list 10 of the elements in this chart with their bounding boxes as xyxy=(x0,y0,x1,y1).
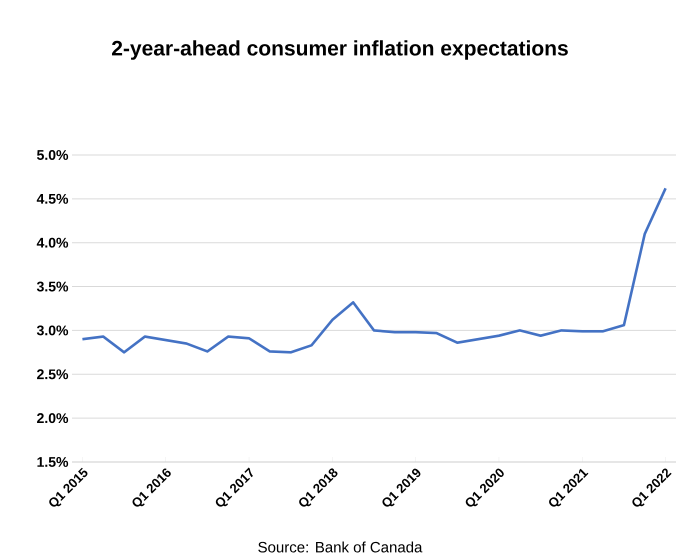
y-tick-label: 2.5% xyxy=(37,369,68,380)
y-tick-label: 1.5% xyxy=(37,457,68,467)
y-tick-label: 3.0% xyxy=(36,325,68,336)
y-tick-label: 4.5% xyxy=(36,194,68,204)
y-tick-label: 2.0% xyxy=(37,413,68,424)
chart-title: 2-year-ahead consumer inflation expectations xyxy=(112,40,568,60)
y-tick-label: 3.5% xyxy=(36,282,68,292)
y-tick-label: 5.0% xyxy=(36,150,68,160)
y-tick-label: 4.0% xyxy=(36,238,68,248)
source-note: Source: Bank of Canada xyxy=(258,541,422,552)
